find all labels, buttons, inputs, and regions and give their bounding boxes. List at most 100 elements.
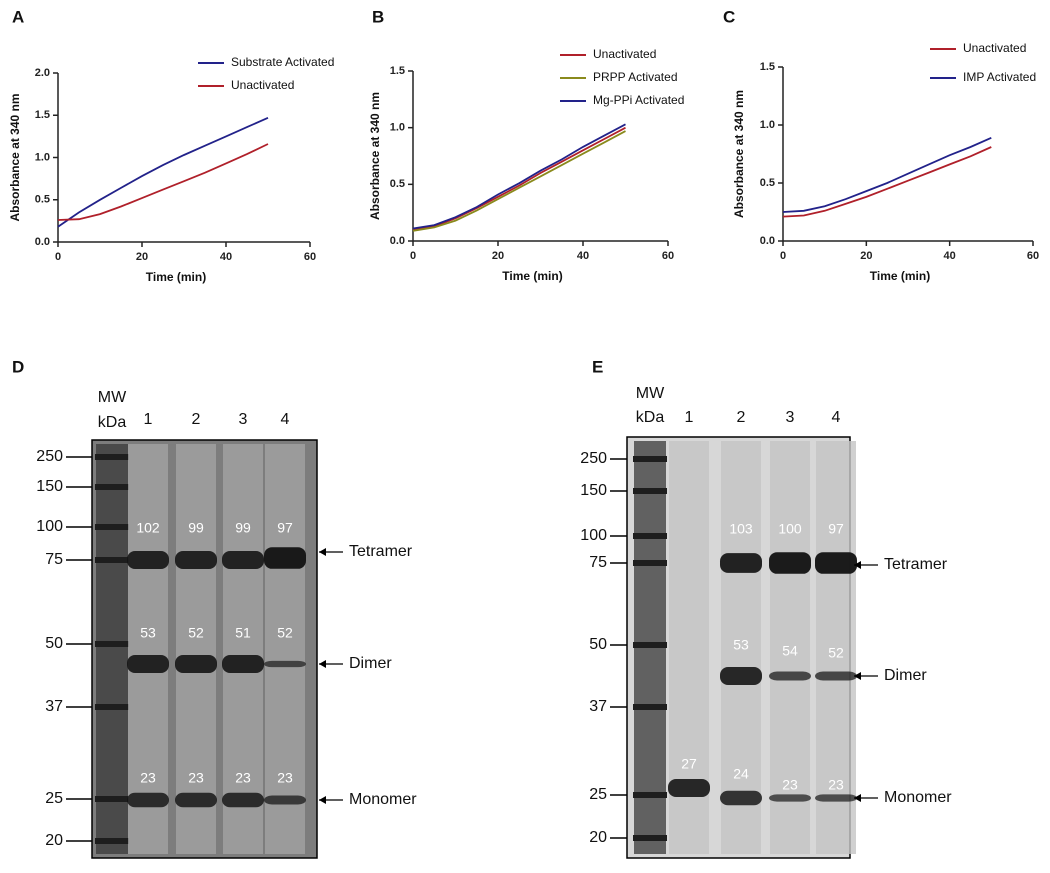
band bbox=[222, 655, 264, 673]
y-tick-label: 0.0 bbox=[390, 235, 405, 247]
band bbox=[769, 794, 811, 802]
ladder-band bbox=[633, 704, 667, 710]
band bbox=[264, 660, 306, 668]
ladder-lane bbox=[96, 444, 128, 854]
band bbox=[127, 655, 169, 673]
lane bbox=[816, 441, 856, 854]
y-tick-label: 0.0 bbox=[35, 236, 50, 248]
lane-label: 1 bbox=[144, 411, 153, 428]
marker-label: 25 bbox=[589, 786, 607, 803]
band-size-label: 100 bbox=[778, 521, 802, 537]
x-tick-label: 60 bbox=[662, 250, 674, 262]
band bbox=[769, 671, 811, 681]
y-axis-label: Absorbance at 340 nm bbox=[732, 90, 746, 218]
y-tick-label: 1.0 bbox=[35, 151, 50, 163]
band-size-label: 99 bbox=[235, 520, 251, 536]
marker-label: 250 bbox=[580, 450, 607, 467]
arrow-head bbox=[319, 796, 326, 804]
panel-label: B bbox=[372, 7, 384, 26]
band bbox=[720, 667, 762, 685]
band bbox=[175, 551, 217, 569]
y-tick-label: 1.5 bbox=[390, 65, 405, 77]
band bbox=[127, 551, 169, 569]
x-axis-label: Time (min) bbox=[870, 269, 930, 283]
band-size-label: 97 bbox=[828, 521, 844, 537]
band bbox=[720, 790, 762, 806]
band-size-label: 54 bbox=[782, 643, 798, 659]
band-size-label: 102 bbox=[136, 520, 160, 536]
mw-header: kDa bbox=[98, 414, 127, 431]
band bbox=[668, 779, 710, 797]
lane-label: 3 bbox=[239, 411, 248, 428]
y-tick-label: 1.5 bbox=[35, 109, 50, 121]
band bbox=[222, 792, 264, 808]
arrow-head bbox=[854, 672, 861, 680]
x-tick-label: 0 bbox=[410, 250, 416, 262]
ladder-band bbox=[95, 557, 129, 563]
arrow-head bbox=[854, 561, 861, 569]
band bbox=[175, 655, 217, 673]
band-size-label: 23 bbox=[140, 770, 156, 786]
x-tick-label: 20 bbox=[136, 251, 148, 263]
band bbox=[815, 671, 857, 681]
band bbox=[264, 795, 306, 805]
data-line bbox=[412, 130, 626, 232]
band bbox=[815, 794, 857, 802]
marker-label: 50 bbox=[45, 635, 63, 652]
marker-label: 250 bbox=[36, 448, 63, 465]
band-size-label: 23 bbox=[188, 770, 204, 786]
data-line bbox=[57, 116, 269, 228]
y-tick-label: 1.0 bbox=[390, 122, 405, 134]
ladder-band bbox=[633, 488, 667, 494]
mw-header: kDa bbox=[636, 409, 665, 426]
data-line bbox=[782, 136, 992, 213]
panel-label: E bbox=[592, 357, 603, 376]
y-tick-label: 1.0 bbox=[760, 119, 775, 131]
ladder-band bbox=[95, 704, 129, 710]
band-size-label: 103 bbox=[729, 521, 753, 537]
ladder-band bbox=[633, 533, 667, 539]
legend-label: Unactivated bbox=[231, 78, 294, 92]
arrow-head bbox=[854, 794, 861, 802]
x-tick-label: 40 bbox=[944, 250, 956, 262]
arrow-label: Dimer bbox=[349, 655, 392, 672]
band bbox=[720, 553, 762, 573]
y-tick-label: 1.5 bbox=[760, 61, 775, 73]
lane bbox=[721, 441, 761, 854]
lane bbox=[128, 444, 168, 854]
ladder-band bbox=[95, 454, 129, 460]
marker-label: 75 bbox=[45, 551, 63, 568]
band-size-label: 53 bbox=[140, 625, 156, 641]
lane-label: 1 bbox=[685, 409, 694, 426]
band-size-label: 51 bbox=[235, 625, 251, 641]
band-size-label: 52 bbox=[277, 625, 293, 641]
data-line bbox=[412, 126, 626, 231]
y-tick-label: 2.0 bbox=[35, 67, 50, 79]
marker-label: 20 bbox=[45, 832, 63, 849]
ladder-band bbox=[95, 838, 129, 844]
ladder-band bbox=[95, 796, 129, 802]
band-size-label: 27 bbox=[681, 756, 697, 772]
arrow-label: Monomer bbox=[884, 789, 952, 806]
x-tick-label: 20 bbox=[860, 250, 872, 262]
x-tick-label: 40 bbox=[577, 250, 589, 262]
marker-label: 37 bbox=[45, 698, 63, 715]
arrow-head bbox=[319, 548, 326, 556]
ladder-band bbox=[95, 524, 129, 530]
mw-header: MW bbox=[98, 389, 127, 406]
arrow-label: Tetramer bbox=[884, 556, 948, 573]
lane-label: 2 bbox=[737, 409, 746, 426]
band bbox=[127, 792, 169, 808]
marker-label: 100 bbox=[580, 527, 607, 544]
arrow-label: Dimer bbox=[884, 667, 927, 684]
y-tick-label: 0.5 bbox=[760, 177, 775, 189]
legend-label: Unactivated bbox=[963, 41, 1026, 55]
band bbox=[222, 551, 264, 569]
arrow-label: Monomer bbox=[349, 791, 417, 808]
marker-label: 37 bbox=[589, 698, 607, 715]
panel-label: C bbox=[723, 7, 735, 26]
mw-header: MW bbox=[636, 385, 665, 402]
ladder-band bbox=[633, 835, 667, 841]
legend-label: Mg-PPi Activated bbox=[593, 93, 684, 107]
marker-label: 20 bbox=[589, 829, 607, 846]
